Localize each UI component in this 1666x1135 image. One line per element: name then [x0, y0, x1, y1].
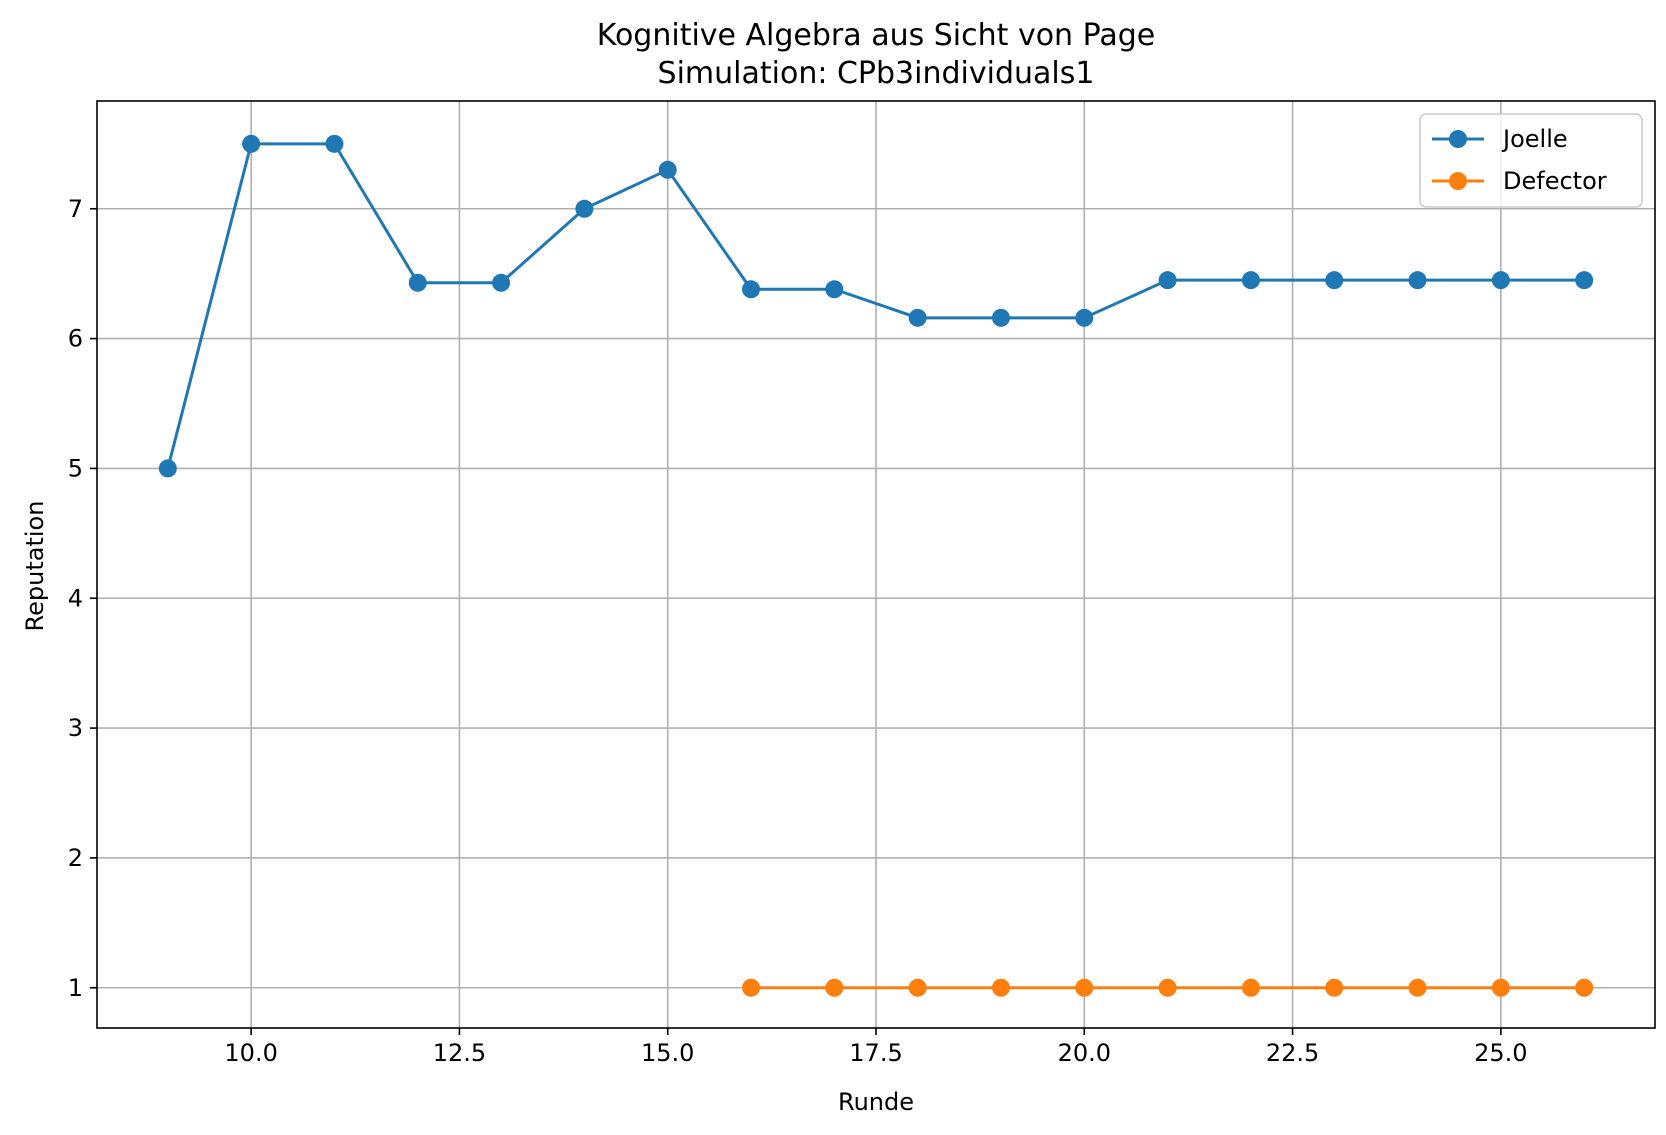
- data-point-defector: [1158, 978, 1177, 997]
- data-point-joelle: [325, 134, 344, 153]
- y-tick-label: 5: [68, 454, 83, 482]
- y-tick-label: 3: [68, 714, 83, 742]
- y-tick-label: 1: [68, 974, 83, 1002]
- data-point-defector: [742, 978, 761, 997]
- data-point-joelle: [408, 273, 427, 292]
- series-layer: [158, 134, 1594, 997]
- data-point-joelle: [1158, 271, 1177, 290]
- data-point-joelle: [991, 308, 1010, 327]
- chart-title: Kognitive Algebra aus Sicht von Page: [597, 18, 1155, 53]
- data-point-joelle: [1075, 308, 1094, 327]
- data-point-joelle: [158, 459, 177, 478]
- data-point-defector: [1325, 978, 1344, 997]
- x-tick-label: 10.0: [224, 1039, 277, 1067]
- data-point-defector: [1491, 978, 1510, 997]
- x-tick-label: 17.5: [849, 1039, 902, 1067]
- grid-lines: [97, 101, 1655, 1028]
- y-tick-label: 2: [68, 844, 83, 872]
- data-point-joelle: [658, 160, 677, 179]
- legend-box: [1419, 113, 1643, 208]
- y-tick-label: 6: [68, 325, 83, 353]
- y-tick-label: 7: [68, 195, 83, 223]
- legend-item-joelle: Joelle: [1432, 125, 1568, 153]
- data-point-defector: [908, 978, 927, 997]
- data-point-defector: [991, 978, 1010, 997]
- y-axis-ticks: 1 2 3 4 5 6 7: [68, 195, 97, 1002]
- data-point-joelle: [825, 280, 844, 299]
- x-tick-label: 15.0: [641, 1039, 694, 1067]
- x-axis-ticks: 10.0 12.5 15.0 17.5 20.0 22.5 25.0: [224, 1028, 1528, 1067]
- x-tick-label: 25.0: [1474, 1039, 1527, 1067]
- legend-label-joelle: Joelle: [1501, 125, 1568, 153]
- legend: Joelle Defector: [1419, 113, 1643, 208]
- data-point-joelle: [908, 308, 927, 327]
- data-point-joelle: [242, 134, 261, 153]
- data-point-joelle: [1241, 271, 1260, 290]
- legend-label-defector: Defector: [1503, 167, 1607, 195]
- data-point-joelle: [1575, 271, 1594, 290]
- data-point-defector: [1075, 978, 1094, 997]
- data-point-defector: [1241, 978, 1260, 997]
- y-tick-label: 4: [68, 584, 83, 612]
- series-line-joelle: [166, 142, 1585, 469]
- legend-marker-defector: [1449, 172, 1467, 190]
- data-point-defector: [825, 978, 844, 997]
- chart-subtitle: Simulation: CPb3individuals1: [658, 56, 1095, 91]
- x-tick-label: 22.5: [1266, 1039, 1319, 1067]
- data-point-joelle: [492, 273, 511, 292]
- data-point-joelle: [1408, 271, 1427, 290]
- x-axis-label: Runde: [838, 1088, 914, 1116]
- series-defector: [742, 978, 1594, 997]
- x-tick-label: 20.0: [1058, 1039, 1111, 1067]
- legend-item-defector: Defector: [1432, 167, 1607, 195]
- legend-marker-joelle: [1449, 130, 1467, 148]
- data-point-joelle: [1325, 271, 1344, 290]
- y-axis-label: Reputation: [21, 501, 49, 632]
- data-point-joelle: [742, 280, 761, 299]
- data-point-joelle: [1491, 271, 1510, 290]
- series-joelle: [158, 134, 1594, 478]
- data-point-defector: [1408, 978, 1427, 997]
- data-point-joelle: [575, 199, 594, 218]
- data-point-defector: [1575, 978, 1594, 997]
- x-tick-label: 12.5: [433, 1039, 486, 1067]
